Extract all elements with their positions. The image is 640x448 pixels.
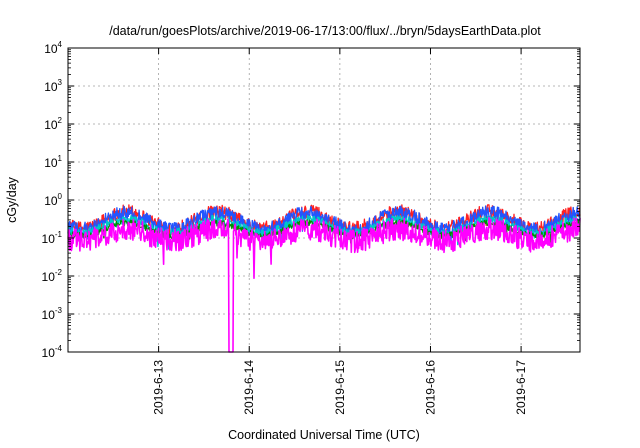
x-axis: 2019-6-13 2019-6-14 2019-6-15 2019-6-16 2019… — [152, 48, 528, 415]
y-tick-label: 10-3 — [42, 306, 63, 322]
series-line — [67, 216, 581, 353]
y-tick-label: 103 — [44, 78, 62, 94]
y-tick-label: 100 — [44, 192, 62, 208]
y-tick-label: 10-1 — [42, 230, 63, 246]
x-tick-label: 2019-6-14 — [242, 360, 256, 415]
y-tick-label: 104 — [44, 40, 62, 56]
y-axis: 104 103 102 101 100 10-1 10-2 10-3 10-4 — [42, 40, 580, 360]
x-tick-label: 2019-6-17 — [514, 360, 528, 415]
x-tick-label: 2019-6-15 — [333, 360, 347, 415]
y-axis-label: cGy/day — [5, 176, 19, 223]
x-tick-label: 2019-6-13 — [152, 360, 166, 415]
chart-title: /data/run/goesPlots/archive/2019-06-17/1… — [109, 24, 541, 38]
y-tick-label: 102 — [44, 116, 62, 132]
x-axis-label: Coordinated Universal Time (UTC) — [228, 428, 420, 442]
y-tick-label: 101 — [44, 154, 62, 170]
y-tick-label: 10-4 — [42, 344, 63, 360]
y-tick-label: 10-2 — [42, 268, 63, 284]
x-tick-label: 2019-6-16 — [423, 360, 437, 415]
grid — [68, 48, 580, 352]
plot-area — [67, 204, 581, 353]
